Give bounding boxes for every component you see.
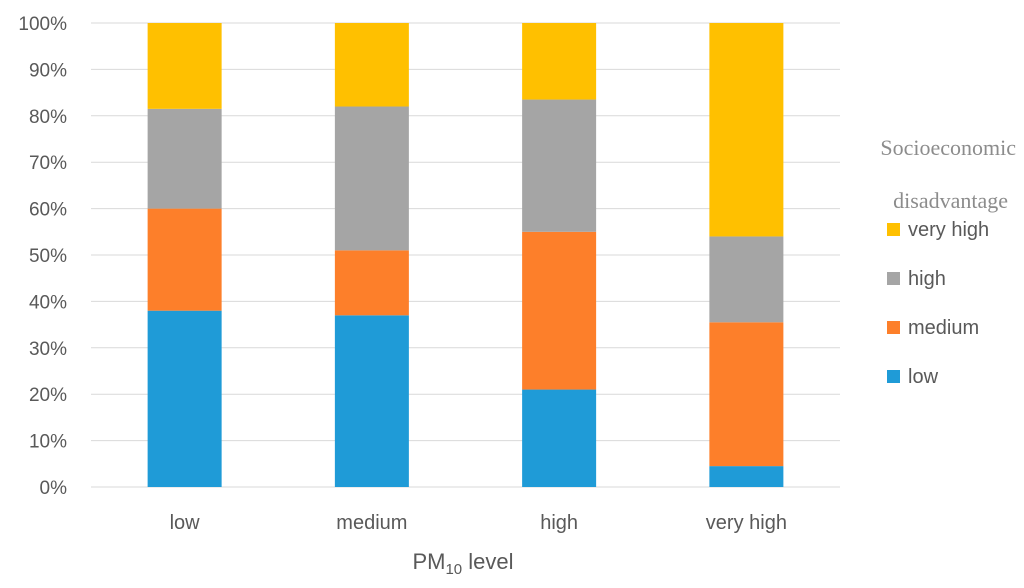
legend-title-line2: disadvantage xyxy=(893,188,1008,213)
bar-segment-high-high xyxy=(522,99,597,232)
y-tick-label: 60% xyxy=(29,200,67,221)
legend-swatch xyxy=(887,321,900,334)
bar-segment-medium-low xyxy=(334,315,409,487)
x-axis-ticks: low medium high very high xyxy=(170,512,787,534)
y-tick-label: 50% xyxy=(29,246,67,267)
legend-label: high xyxy=(908,268,946,290)
legend-swatch xyxy=(887,223,900,236)
legend-title-line1: Socioeconomic xyxy=(880,135,1016,160)
y-tick-label: 70% xyxy=(29,153,67,174)
y-tick-label: 80% xyxy=(29,107,67,128)
y-tick-label: 10% xyxy=(29,432,67,453)
x-tick-label: high xyxy=(540,512,578,534)
bar-segment-high-medium xyxy=(522,231,597,390)
y-axis-ticks: 0% 10% 20% 30% 40% 50% 60% 70% 80% 90% 100% xyxy=(18,14,67,499)
bars xyxy=(147,23,784,487)
bar-segment-high-very-high xyxy=(522,23,597,100)
bar-segment-low-medium xyxy=(147,208,222,311)
legend: Socioeconomic disadvantage very high high… xyxy=(880,135,1016,388)
bar-segment-low-high xyxy=(147,108,222,209)
x-tick-label: low xyxy=(170,512,201,534)
y-tick-label: 0% xyxy=(40,478,68,499)
x-axis-label-rest: level xyxy=(462,549,513,574)
y-tick-label: 100% xyxy=(18,14,67,35)
bar-segment-medium-very-high xyxy=(334,23,409,107)
bar-segment-high-low xyxy=(522,389,597,487)
bar-segment-very-high-high xyxy=(709,236,784,323)
bar-segment-very-high-low xyxy=(709,466,784,487)
legend-swatch xyxy=(887,272,900,285)
bar-segment-low-low xyxy=(147,310,222,487)
bar-segment-low-very-high xyxy=(147,23,222,109)
x-tick-label: medium xyxy=(336,512,407,534)
bar-segment-very-high-medium xyxy=(709,322,784,467)
x-axis-label-main: PM xyxy=(412,549,445,574)
x-axis-label-subscript: 10 xyxy=(445,561,462,578)
legend-label: medium xyxy=(908,317,979,339)
legend-label: low xyxy=(908,366,939,388)
y-tick-label: 90% xyxy=(29,60,67,81)
legend-label: very high xyxy=(908,219,989,241)
bar-segment-medium-medium xyxy=(334,250,409,316)
x-axis-label: PM10 level xyxy=(412,549,513,578)
y-tick-label: 40% xyxy=(29,292,67,313)
bar-segment-medium-high xyxy=(334,106,409,251)
legend-swatch xyxy=(887,370,900,383)
x-tick-label: very high xyxy=(706,512,787,534)
y-tick-label: 20% xyxy=(29,385,67,406)
bar-segment-very-high-very-high xyxy=(709,23,784,237)
y-tick-label: 30% xyxy=(29,339,67,360)
